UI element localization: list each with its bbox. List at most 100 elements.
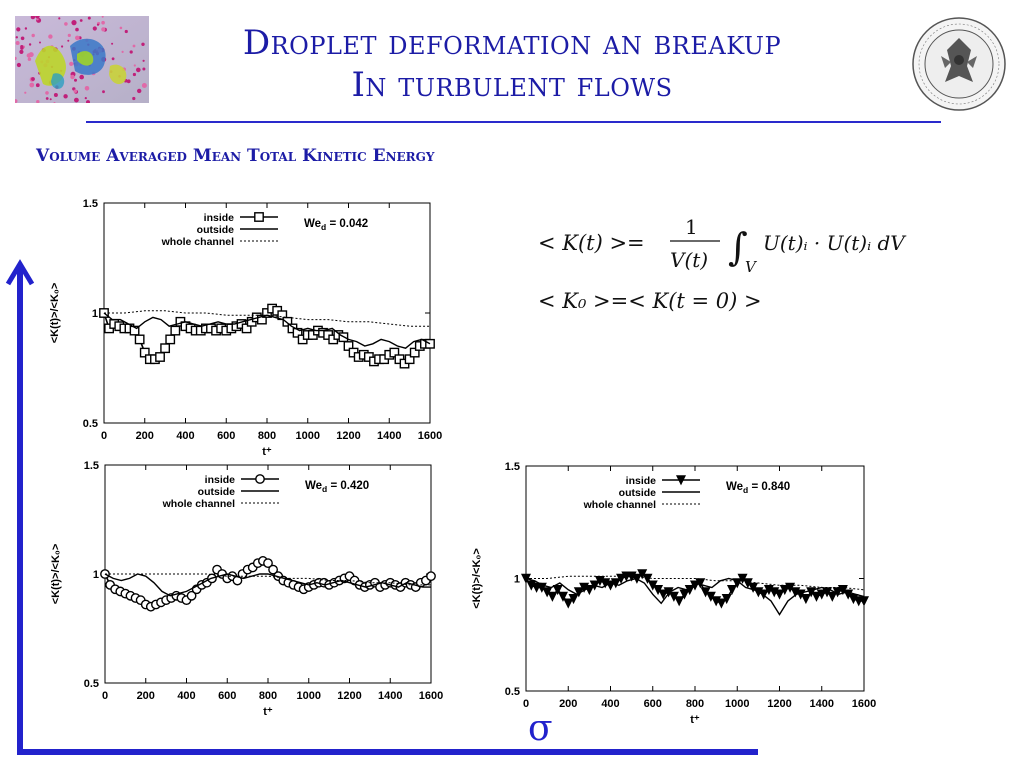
data-point-marker [563, 598, 574, 609]
x-tick-label: 1400 [810, 698, 834, 710]
x-tick-label: 200 [137, 690, 155, 702]
data-point-marker [827, 591, 838, 602]
y-tick-label: 1 [514, 574, 520, 586]
series-outside [103, 312, 431, 349]
y-axis-label: <K(t)>/<K₀> [50, 544, 62, 605]
data-point-marker [547, 591, 558, 602]
data-point-marker [568, 594, 579, 605]
data-point-marker [610, 578, 621, 589]
series-line [103, 312, 431, 349]
x-axis-label: t⁺ [690, 714, 700, 726]
data-point-marker [858, 596, 870, 607]
y-axis-label: <K(t)>/<K₀> [471, 548, 483, 609]
formula-lhs: < K(t) >= [538, 231, 645, 255]
kinetic-energy-chart-we-0-042: 0 200 400 600 800 1000 1200 1400 1600 0.5 1 1.5 <K(t… [49, 198, 442, 458]
x-tick-label: 400 [176, 430, 194, 442]
x-tick-label: 600 [644, 698, 662, 710]
x-tick-label: 400 [601, 698, 619, 710]
data-point-marker [674, 596, 685, 607]
title-line-2: In turbulent flows [351, 65, 673, 105]
data-point-marker [257, 314, 267, 325]
sigma-label: σ [528, 708, 553, 749]
y-tick-label: 0.5 [84, 678, 99, 690]
series-whole-channel [104, 310, 430, 327]
formula-integral-sub: V [745, 258, 758, 276]
university-seal-logo [912, 17, 1006, 111]
data-point-marker [811, 591, 822, 602]
series-inside [100, 556, 436, 612]
y-axis-label: <K(t)>/<K₀> [49, 283, 61, 344]
x-tick-label: 1000 [725, 698, 749, 710]
x-tick-label: 600 [218, 690, 236, 702]
legend-label: whole channel [583, 499, 656, 511]
x-tick-label: 0 [102, 690, 108, 702]
legend-label: inside [204, 212, 235, 224]
y-tick-label: 1.5 [505, 461, 520, 473]
data-point-marker [426, 571, 436, 582]
y-tick-label: 0.5 [505, 686, 520, 698]
weber-number-annotation: Wed = 0.420 [305, 480, 369, 494]
x-tick-label: 1200 [337, 690, 361, 702]
x-tick-label: 200 [136, 430, 154, 442]
data-point-marker [268, 564, 278, 575]
data-point-marker [263, 558, 273, 569]
x-tick-label: 1200 [336, 430, 360, 442]
weber-number-annotation: Wed = 0.840 [726, 481, 790, 495]
data-point-marker [292, 327, 303, 338]
data-point-marker [409, 347, 420, 358]
x-axis-label: t⁺ [262, 446, 272, 458]
y-tick-label: 1.5 [83, 198, 98, 210]
legend-label: inside [205, 474, 236, 486]
data-point-marker [389, 347, 400, 358]
data-point-marker [675, 475, 687, 486]
data-point-marker [779, 585, 790, 596]
x-tick-label: 1600 [418, 430, 442, 442]
data-point-marker [557, 591, 568, 602]
series-line [104, 310, 430, 327]
series-inside [520, 569, 870, 609]
series-line [526, 575, 865, 591]
data-point-marker [721, 594, 732, 605]
formula-frac-den: V(t) [670, 248, 708, 272]
legend-label: whole channel [162, 498, 235, 510]
series-whole-channel [105, 573, 431, 586]
data-point-marker [155, 352, 165, 362]
data-point-marker [584, 585, 595, 596]
data-point-marker [129, 325, 140, 336]
y-tick-label: 0.5 [83, 418, 98, 430]
x-tick-label: 1000 [297, 690, 321, 702]
data-point-marker [170, 325, 181, 336]
legend-label: outside [619, 487, 656, 499]
formula-k0-definition: < K₀ >=< K(t = 0) > [538, 289, 762, 313]
legend-label: inside [626, 475, 657, 487]
data-point-marker [139, 347, 150, 358]
data-point-marker [186, 590, 197, 601]
legend-label: outside [198, 486, 235, 498]
series-line [105, 573, 431, 586]
x-tick-label: 1400 [377, 430, 401, 442]
x-tick-label: 800 [259, 690, 277, 702]
x-tick-label: 800 [258, 430, 276, 442]
kinetic-energy-formulas: < K(t) >= 1 V(t) ∫ V U(t)ᵢ · U(t)ᵢ dV < … [538, 215, 907, 313]
x-tick-label: 200 [559, 698, 577, 710]
section-title: Volume Averaged Mean Total Kinetic Energ… [36, 146, 435, 166]
data-point-marker [679, 589, 690, 600]
data-point-marker [160, 343, 171, 354]
x-axis-label: t⁺ [263, 706, 273, 718]
series-line [525, 577, 865, 616]
legend-label: outside [197, 224, 234, 236]
data-point-marker [134, 334, 145, 345]
formula-integrand: U(t)ᵢ · U(t)ᵢ dV [763, 231, 907, 255]
data-point-marker [241, 323, 252, 334]
weber-number-annotation: Wed = 0.042 [304, 218, 368, 232]
x-tick-label: 400 [177, 690, 195, 702]
x-tick-label: 1400 [378, 690, 402, 702]
data-point-marker [254, 212, 264, 222]
x-tick-label: 1600 [852, 698, 876, 710]
y-tick-label: 1 [93, 569, 99, 581]
kinetic-energy-chart-we-0-840: 0 200 400 600 800 1000 1200 1400 1600 0.5 1 1.5 <K(t… [471, 461, 876, 726]
series-line [104, 573, 431, 597]
y-tick-label: 1 [92, 308, 98, 320]
x-tick-label: 1000 [296, 430, 320, 442]
